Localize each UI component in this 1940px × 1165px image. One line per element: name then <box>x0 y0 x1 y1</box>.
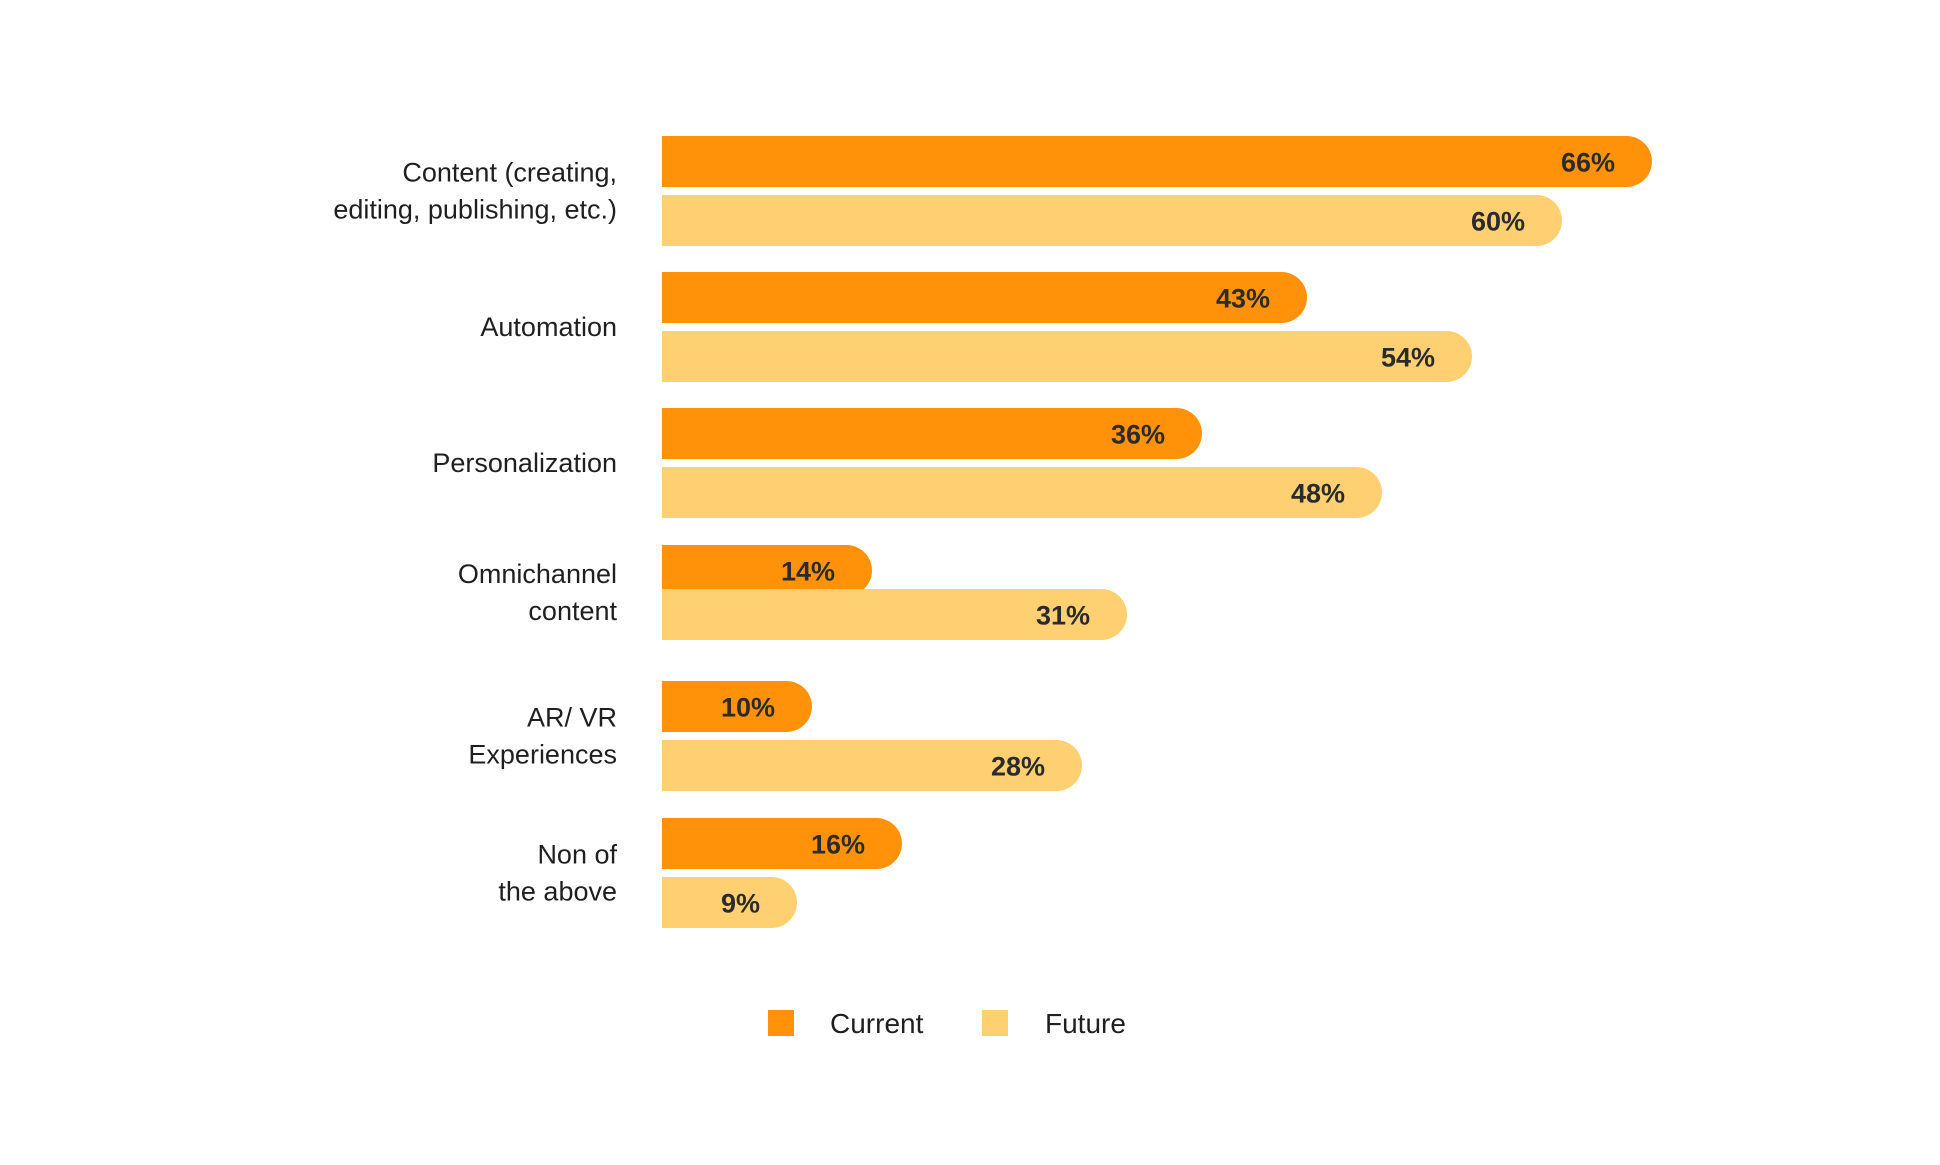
bars-group <box>662 136 1653 928</box>
legend: Current Future <box>768 1008 1126 1039</box>
current-value-label: 43% <box>1216 284 1270 314</box>
current-value-label: 36% <box>1111 420 1165 450</box>
future-value-label: 54% <box>1381 343 1435 373</box>
future-bar <box>662 467 1382 518</box>
legend-swatch-future <box>982 1010 1008 1036</box>
value-labels: 66% 60% 43% 54% 36% 48% 14% 31% 10% 28% 16% 9% <box>721 148 1615 919</box>
category-label: AR/ VR <box>527 703 617 733</box>
current-value-label: 16% <box>811 830 865 860</box>
future-value-label: 9% <box>721 889 760 919</box>
category-labels: Content (creating, editing, publishing, e… <box>333 158 617 907</box>
category-label: content <box>528 596 617 626</box>
current-value-label: 10% <box>721 693 775 723</box>
category-label: Automation <box>480 312 617 342</box>
category-label: the above <box>498 877 617 907</box>
category-label: Content (creating, <box>402 158 617 188</box>
future-value-label: 31% <box>1036 601 1090 631</box>
legend-swatch-current <box>768 1010 794 1036</box>
current-bar <box>662 545 872 596</box>
future-bar <box>662 195 1563 246</box>
category-label: Experiences <box>468 740 617 770</box>
future-value-label: 28% <box>991 752 1045 782</box>
future-bar <box>662 589 1127 640</box>
category-label: Non of <box>537 840 617 870</box>
future-bar <box>662 331 1472 382</box>
current-bar <box>662 136 1653 187</box>
current-bar <box>662 818 903 869</box>
current-bar <box>662 272 1307 323</box>
current-bar <box>662 408 1202 459</box>
current-bar <box>662 681 812 732</box>
legend-label-future: Future <box>1045 1008 1126 1039</box>
category-label: Personalization <box>432 448 617 478</box>
current-value-label: 14% <box>781 557 835 587</box>
future-value-label: 48% <box>1291 479 1345 509</box>
future-value-label: 60% <box>1471 207 1525 237</box>
category-label: editing, publishing, etc.) <box>333 195 617 225</box>
legend-label-current: Current <box>830 1008 924 1039</box>
future-bar <box>662 877 798 928</box>
category-label: Omnichannel <box>458 559 617 589</box>
current-value-label: 66% <box>1561 148 1615 178</box>
future-bar <box>662 740 1082 791</box>
